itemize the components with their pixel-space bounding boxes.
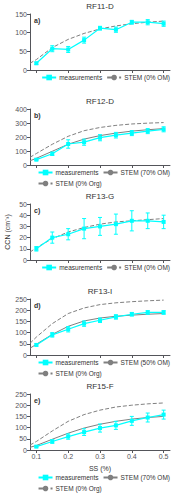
svg-text:0.1: 0.1 <box>31 453 41 460</box>
svg-text:0.2: 0.2 <box>63 453 73 460</box>
svg-text:0: 0 <box>23 67 27 74</box>
svg-text:STEM (70% OM): STEM (70% OM) <box>121 474 170 482</box>
svg-text:50: 50 <box>19 435 27 442</box>
svg-text:200: 200 <box>15 307 27 314</box>
svg-text:STEM (0% OM): STEM (0% OM) <box>124 74 170 82</box>
svg-text:measurements: measurements <box>59 74 103 81</box>
svg-text:400: 400 <box>15 106 27 113</box>
svg-text:c): c) <box>34 207 40 215</box>
svg-text:RF15-F: RF15-F <box>86 382 113 391</box>
svg-text:CCN (cm⁻³): CCN (cm⁻³) <box>4 214 12 249</box>
svg-text:STEM (70% OM): STEM (70% OM) <box>121 169 170 177</box>
svg-text:STEM (0% Org): STEM (0% Org) <box>56 180 102 188</box>
svg-text:100: 100 <box>15 424 27 431</box>
svg-text:200: 200 <box>15 134 27 141</box>
svg-text:SS (%): SS (%) <box>89 465 111 473</box>
svg-text:0.3: 0.3 <box>95 453 105 460</box>
svg-text:RF13-G: RF13-G <box>86 192 114 201</box>
svg-text:0.5: 0.5 <box>159 453 169 460</box>
svg-text:150: 150 <box>15 11 27 18</box>
svg-text:a): a) <box>34 17 40 25</box>
svg-text:30: 30 <box>19 223 27 230</box>
svg-text:300: 300 <box>15 120 27 127</box>
svg-text:STEM (50% OM): STEM (50% OM) <box>121 359 170 367</box>
svg-text:e): e) <box>34 397 40 405</box>
svg-text:b): b) <box>34 112 41 120</box>
svg-text:STEM (0% Org): STEM (0% Org) <box>56 370 102 378</box>
svg-text:RF13-I: RF13-I <box>88 287 112 296</box>
svg-text:50: 50 <box>19 48 27 55</box>
svg-text:0: 0 <box>23 257 27 264</box>
svg-text:measurements: measurements <box>59 264 103 271</box>
svg-text:250: 250 <box>15 296 27 303</box>
svg-text:200: 200 <box>15 402 27 409</box>
svg-text:100: 100 <box>15 29 27 36</box>
svg-text:RF11-D: RF11-D <box>86 2 114 11</box>
svg-text:150: 150 <box>15 318 27 325</box>
svg-text:STEM (0% Org): STEM (0% Org) <box>56 485 102 493</box>
svg-text:measurements: measurements <box>56 169 100 176</box>
svg-text:20: 20 <box>19 234 27 241</box>
svg-text:250: 250 <box>15 391 27 398</box>
svg-text:0: 0 <box>23 352 27 359</box>
svg-text:STEM (0% OM): STEM (0% OM) <box>124 264 170 272</box>
svg-text:40: 40 <box>19 212 27 219</box>
svg-text:50: 50 <box>19 201 27 208</box>
svg-text:0: 0 <box>23 162 27 169</box>
svg-text:0.4: 0.4 <box>127 453 137 460</box>
svg-text:RF12-D: RF12-D <box>86 97 114 106</box>
svg-text:measurements: measurements <box>56 474 100 481</box>
svg-text:d): d) <box>34 302 41 310</box>
svg-text:50: 50 <box>19 340 27 347</box>
svg-text:100: 100 <box>15 148 27 155</box>
svg-text:0: 0 <box>23 447 27 454</box>
svg-text:measurements: measurements <box>56 359 100 366</box>
svg-text:10: 10 <box>19 245 27 252</box>
svg-text:150: 150 <box>15 413 27 420</box>
svg-text:100: 100 <box>15 329 27 336</box>
